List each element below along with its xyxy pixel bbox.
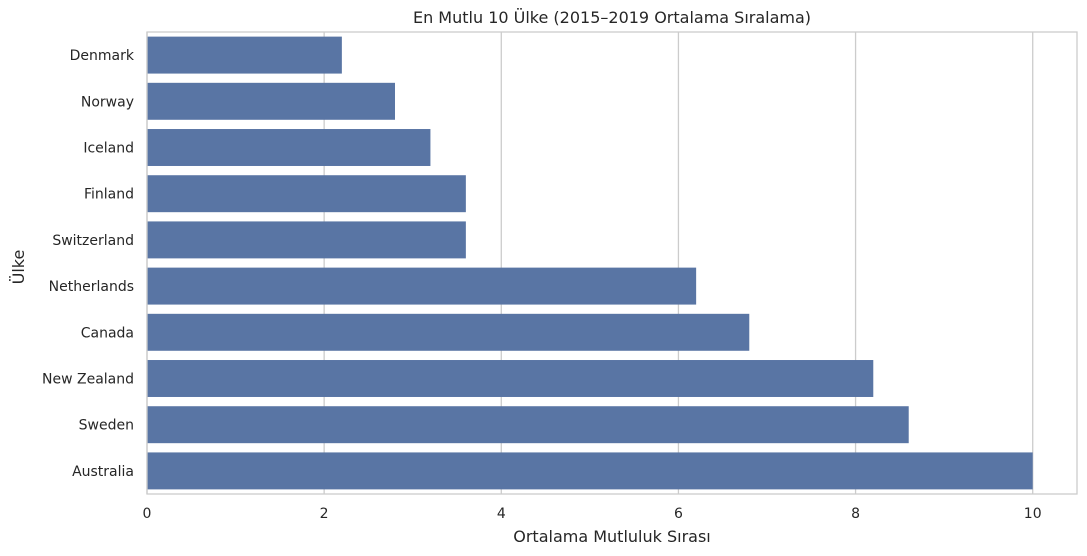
plot-frame bbox=[146, 31, 1078, 495]
x-tick-label: 0 bbox=[143, 506, 152, 522]
y-tick-label: Australia bbox=[72, 464, 134, 480]
x-tick-label: 2 bbox=[320, 506, 329, 522]
y-tick-label: New Zealand bbox=[42, 372, 134, 388]
bar-denmark bbox=[147, 36, 342, 74]
y-tick-label: Sweden bbox=[79, 418, 134, 434]
y-tick-label: Denmark bbox=[70, 48, 135, 64]
bar-iceland bbox=[147, 129, 431, 166]
y-tick-label: Switzerland bbox=[52, 233, 134, 249]
x-tick-label: 8 bbox=[851, 506, 860, 522]
chart-title: En Mutlu 10 Ülke (2015–2019 Ortalama Sır… bbox=[413, 8, 811, 27]
x-tick-labels: 0 2 4 6 8 10 bbox=[143, 506, 1042, 522]
x-tick-label: 10 bbox=[1024, 506, 1042, 522]
x-tick-label: 4 bbox=[497, 506, 506, 522]
bar-netherlands bbox=[147, 267, 697, 305]
bar-australia bbox=[147, 452, 1033, 490]
bar-sweden bbox=[147, 406, 909, 444]
y-tick-label: Norway bbox=[81, 94, 134, 110]
y-tick-label: Iceland bbox=[83, 141, 134, 157]
x-axis-label: Ortalama Mutluluk Sırası bbox=[513, 527, 710, 546]
y-tick-label: Finland bbox=[84, 187, 134, 203]
y-tick-label: Canada bbox=[81, 325, 134, 341]
x-tick-label: 6 bbox=[674, 506, 683, 522]
y-tick-label: Netherlands bbox=[49, 279, 134, 295]
bar-finland bbox=[147, 175, 466, 213]
bar-new-zealand bbox=[147, 360, 874, 397]
bar-norway bbox=[147, 82, 395, 120]
bar-switzerland bbox=[147, 221, 466, 259]
bars bbox=[147, 36, 1033, 490]
y-tick-labels: Denmark Norway Iceland Finland Switzerland Ne… bbox=[42, 48, 135, 480]
y-axis-label: Ülke bbox=[9, 250, 28, 285]
bar-canada bbox=[147, 313, 750, 351]
